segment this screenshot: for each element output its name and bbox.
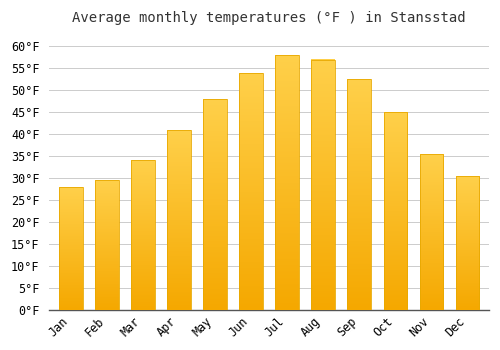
Bar [132, 161, 154, 310]
Bar [384, 112, 407, 310]
Bar [96, 180, 118, 310]
Bar [420, 154, 443, 310]
Bar [312, 60, 335, 310]
Bar [276, 55, 299, 310]
Bar [168, 130, 190, 310]
Bar [59, 187, 82, 310]
Bar [204, 99, 227, 310]
Bar [240, 73, 263, 310]
Title: Average monthly temperatures (°F ) in Stansstad: Average monthly temperatures (°F ) in St… [72, 11, 466, 25]
Bar [348, 79, 371, 310]
Bar [456, 176, 479, 310]
